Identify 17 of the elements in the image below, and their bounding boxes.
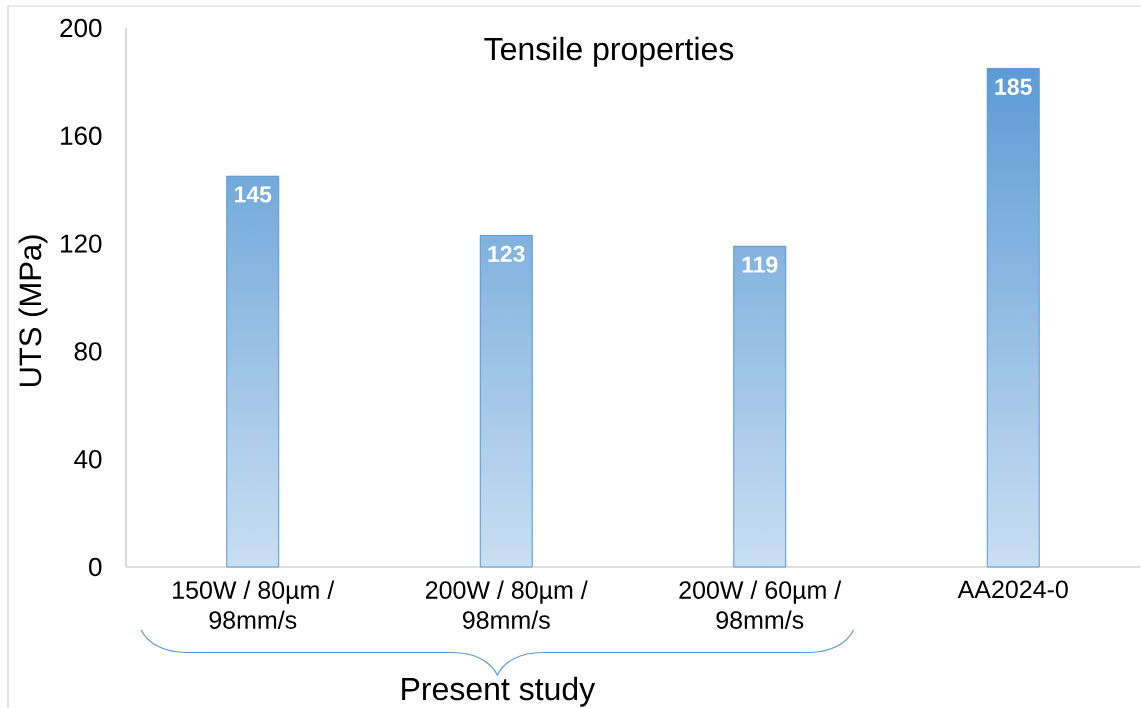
text: Present study [402, 676, 596, 707]
x-tick-label: AA2024-0 [957, 580, 1068, 599]
y-axis-title: UTS (MPa) [18, 235, 48, 387]
y-tick-label: 0 [89, 557, 102, 577]
data-label: 123 [488, 245, 525, 263]
y-tick-label: 160 [61, 126, 102, 145]
x-tick-label: 200W / 80µm / 98mm/s [425, 580, 588, 629]
chart-title: Tensile properties [484, 36, 734, 67]
y-tick-label: 80 [74, 342, 102, 361]
y-tick-label: 200 [60, 18, 102, 38]
x-tick-label: 150W / 80µm / 98mm/s [173, 580, 335, 629]
y-tick-label: 120 [61, 234, 102, 253]
x-tick-label: 200W / 60µm / 98mm/s [679, 580, 842, 629]
y-tick-label: 40 [74, 449, 102, 469]
data-label: 145 [235, 186, 272, 203]
data-label: 119 [742, 256, 778, 273]
data-label: 185 [995, 78, 1032, 95]
